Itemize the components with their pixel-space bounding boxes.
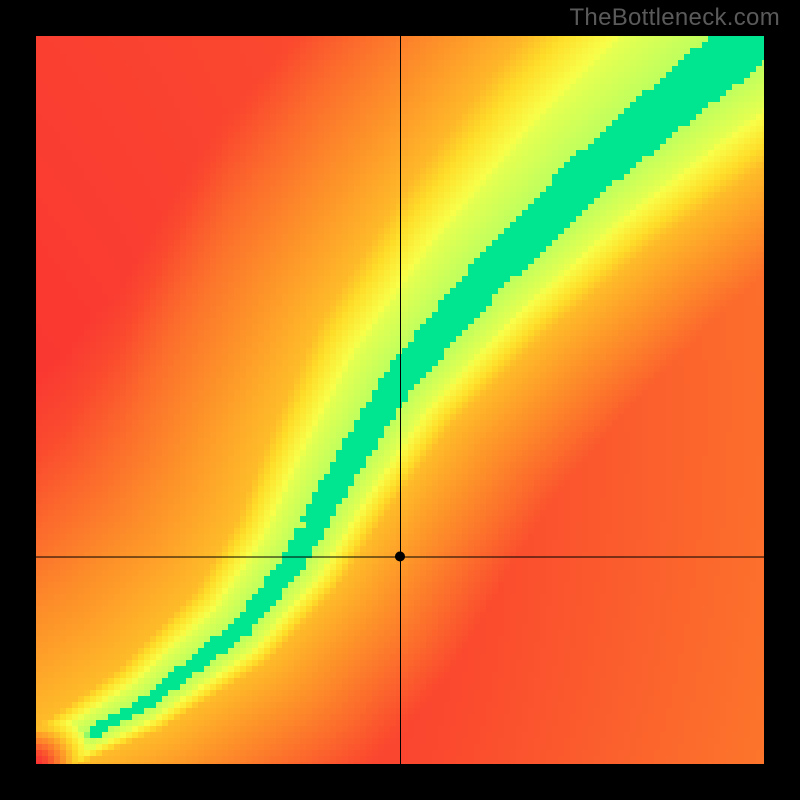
watermark-text: TheBottleneck.com (569, 4, 780, 32)
bottleneck-heatmap (36, 36, 764, 764)
